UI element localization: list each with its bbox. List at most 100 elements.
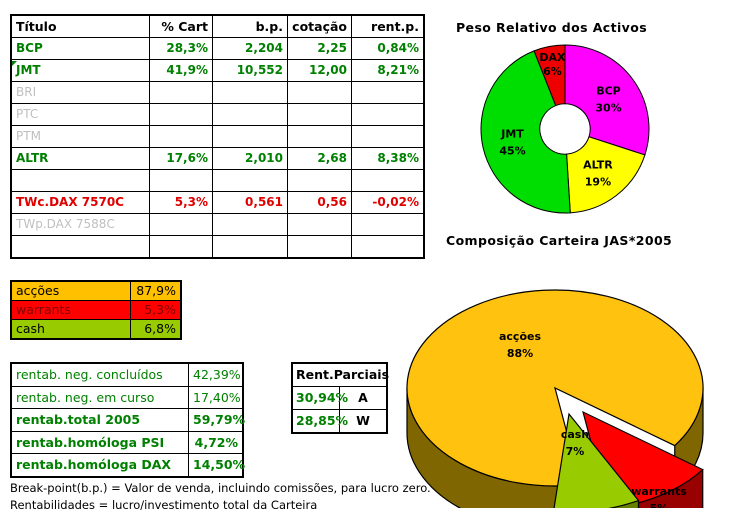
returns-value[interactable]: 14,50% [188,453,245,477]
cell-value[interactable] [351,213,425,236]
returns-value[interactable]: 17,40% [188,385,244,409]
cell-value[interactable]: 10,552 [212,59,288,82]
table-row[interactable]: BCP 28,3% 2,204 2,25 0,84% [10,37,425,60]
cell-value[interactable]: 17,6% [149,147,213,170]
asset-name[interactable]: acções [10,280,131,301]
asset-row[interactable]: acções 87,9% [10,280,182,301]
partial-returns-value[interactable]: 28,85% [291,409,348,434]
cell-value[interactable] [212,125,288,148]
partial-returns-row[interactable]: 28,85% W [291,409,388,434]
returns-value[interactable]: 42,39% [188,362,244,387]
cell-value[interactable] [212,103,288,126]
returns-label[interactable]: rentab.homóloga PSI [10,430,189,454]
returns-row[interactable]: rentab.total 2005 59,79% [10,408,245,432]
cell-value[interactable] [351,103,425,126]
asset-row[interactable]: cash 6,8% [10,319,182,340]
table-row[interactable]: TWp.DAX 7588C [10,213,425,236]
cell-value[interactable] [212,169,288,192]
cell-titulo[interactable]: JMT [10,59,150,82]
cell-titulo[interactable]: TWc.DAX 7570C [10,191,150,214]
returns-label[interactable]: rentab. neg. concluídos [10,362,189,387]
returns-value[interactable]: 4,72% [188,430,244,454]
cell-value[interactable]: 0,561 [212,191,288,214]
cell-value[interactable]: 0,56 [287,191,352,214]
returns-row[interactable]: rentab. neg. concluídos 42,39% [10,362,244,387]
cell-value[interactable] [212,81,288,104]
cell-value[interactable]: 2,25 [287,37,352,60]
returns-row[interactable]: rentab. neg. em curso 17,40% [10,385,244,409]
returns-label[interactable]: rentab.total 2005 [10,408,189,432]
cell-titulo[interactable]: TWp.DAX 7588C [10,213,150,236]
asset-weights-table[interactable]: acções 87,9% warrants 5,3% cash 6,8% [10,280,182,340]
table-row[interactable] [10,235,425,259]
cell-value[interactable]: -0,02% [351,191,425,214]
cell-titulo[interactable]: PTM [10,125,150,148]
cell-value[interactable] [351,235,425,259]
table-row[interactable]: BRI [10,81,425,104]
partial-returns-header: Rent.Parciais [291,362,389,387]
pie3d-cash-value: 7% [566,445,585,458]
partial-returns-tag[interactable]: A [339,386,388,410]
cell-value[interactable] [351,169,425,192]
cell-value[interactable] [149,213,213,236]
partial-returns-row[interactable]: 30,94% A [291,386,388,410]
cell-value[interactable]: 0,84% [351,37,425,60]
table-row[interactable]: PTC [10,103,425,126]
cell-value[interactable] [149,169,213,192]
asset-weight-value[interactable]: 6,8% [130,319,182,340]
asset-name[interactable]: cash [10,319,131,340]
cell-value[interactable] [149,235,213,259]
cell-value[interactable] [287,81,352,104]
cell-value[interactable] [212,213,288,236]
cell-value[interactable]: 41,9% [149,59,213,82]
cell-value[interactable]: 8,21% [351,59,425,82]
cell-value[interactable]: 5,3% [149,191,213,214]
returns-row[interactable]: rentab.homóloga PSI 4,72% [10,430,244,454]
cell-value[interactable] [149,103,213,126]
cell-titulo[interactable]: PTC [10,103,150,126]
cell-titulo[interactable] [10,235,150,259]
cell-value[interactable]: 2,68 [287,147,352,170]
cell-value[interactable] [287,169,352,192]
table-row[interactable]: JMT 41,9% 10,552 12,00 8,21% [10,59,425,82]
partial-returns-table[interactable]: Rent.Parciais 30,94% A 28,85% W [291,362,389,434]
cell-value[interactable] [149,81,213,104]
returns-table[interactable]: rentab. neg. concluídos 42,39% rentab. neg… [10,362,245,478]
table-row[interactable]: TWc.DAX 7570C 5,3% 0,561 0,56 -0,02% [10,191,425,214]
asset-weight-value[interactable]: 5,3% [130,300,182,320]
cell-value[interactable] [149,125,213,148]
asset-row[interactable]: warrants 5,3% [10,300,182,320]
securities-table[interactable]: Título % Cart b.p. cotação rent.p. BCP 28… [10,14,425,259]
partial-returns-tag[interactable]: W [339,409,388,434]
cell-value[interactable] [287,213,352,236]
cell-value[interactable] [287,235,352,259]
returns-value[interactable]: 59,79% [188,408,245,432]
cell-value[interactable]: 28,3% [149,37,213,60]
cell-value[interactable]: 2,010 [212,147,288,170]
cell-value[interactable] [351,125,425,148]
returns-row[interactable]: rentab.homóloga DAX 14,50% [10,453,245,477]
donut-slice-label: BCP [596,84,621,97]
cell-titulo[interactable] [10,169,150,192]
footnote-breakpoint: Break-point(b.p.) = Valor de venda, incl… [10,481,431,495]
cell-titulo[interactable]: BCP [10,37,150,60]
table-row[interactable] [10,169,425,192]
table-row[interactable]: ALTR 17,6% 2,010 2,68 8,38% [10,147,425,170]
cell-value[interactable] [287,103,352,126]
returns-label[interactable]: rentab. neg. em curso [10,385,189,409]
cell-value[interactable] [287,125,352,148]
partial-returns-value[interactable]: 30,94% [291,386,348,410]
cell-value[interactable] [212,235,288,259]
cell-value[interactable] [351,81,425,104]
asset-name[interactable]: warrants [10,300,131,320]
asset-weight-value[interactable]: 87,9% [130,280,182,301]
cell-titulo[interactable]: BRI [10,81,150,104]
cell-value[interactable]: 2,204 [212,37,288,60]
column-header-bp: b.p. [212,14,288,38]
cell-value[interactable]: 12,00 [287,59,352,82]
cell-titulo[interactable]: ALTR [10,147,150,170]
table-row[interactable]: PTM [10,125,425,148]
returns-label[interactable]: rentab.homóloga DAX [10,453,189,477]
cell-value[interactable]: 8,38% [351,147,425,170]
donut-slice-dax [533,44,566,107]
